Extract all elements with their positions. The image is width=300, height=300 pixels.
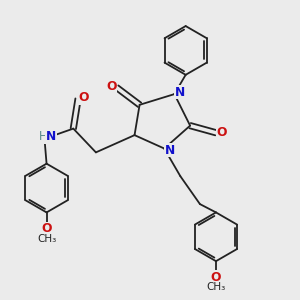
Text: O: O bbox=[41, 222, 52, 235]
Text: CH₃: CH₃ bbox=[206, 282, 226, 292]
Text: O: O bbox=[217, 126, 227, 139]
Text: H: H bbox=[39, 130, 47, 143]
Text: O: O bbox=[106, 80, 117, 93]
Text: N: N bbox=[46, 130, 56, 143]
Text: N: N bbox=[164, 143, 175, 157]
Text: O: O bbox=[78, 91, 89, 104]
Text: N: N bbox=[175, 86, 185, 99]
Text: CH₃: CH₃ bbox=[37, 234, 56, 244]
Text: O: O bbox=[211, 271, 221, 284]
